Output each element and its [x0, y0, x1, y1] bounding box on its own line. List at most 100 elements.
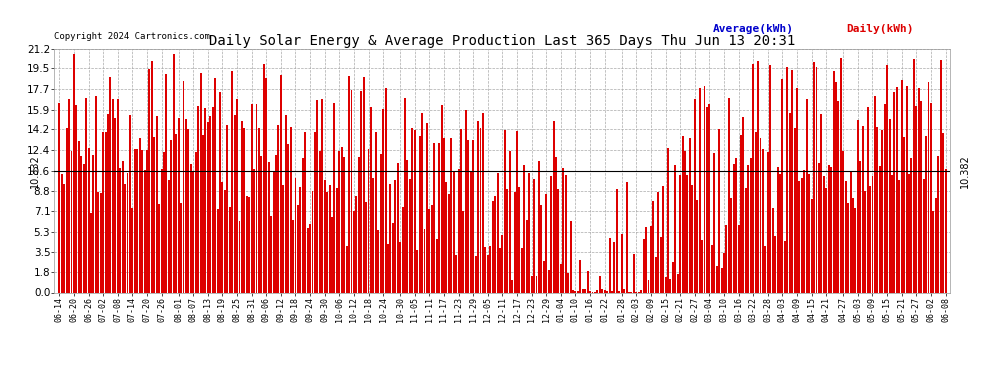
Bar: [831, 167, 832, 292]
Bar: [654, 257, 656, 292]
Bar: [65, 128, 67, 292]
Bar: [718, 129, 720, 292]
Bar: [811, 199, 813, 292]
Bar: [355, 196, 357, 292]
Bar: [494, 196, 496, 292]
Bar: [426, 123, 428, 292]
Bar: [68, 99, 70, 292]
Bar: [749, 158, 751, 292]
Bar: [470, 171, 472, 292]
Bar: [482, 112, 484, 292]
Bar: [299, 187, 301, 292]
Bar: [791, 70, 793, 292]
Bar: [741, 135, 742, 292]
Bar: [344, 157, 346, 292]
Bar: [816, 67, 818, 292]
Bar: [647, 280, 649, 292]
Bar: [587, 270, 589, 292]
Bar: [224, 190, 226, 292]
Bar: [241, 121, 243, 292]
Bar: [362, 77, 364, 292]
Bar: [95, 96, 97, 292]
Bar: [799, 181, 801, 292]
Bar: [329, 186, 331, 292]
Bar: [942, 133, 944, 292]
Bar: [596, 290, 598, 292]
Bar: [930, 104, 932, 292]
Bar: [881, 130, 883, 292]
Bar: [560, 264, 562, 292]
Bar: [246, 196, 248, 292]
Bar: [253, 168, 255, 292]
Bar: [248, 197, 250, 292]
Bar: [70, 150, 72, 292]
Bar: [260, 156, 262, 292]
Bar: [674, 165, 676, 292]
Bar: [452, 172, 454, 292]
Bar: [117, 99, 119, 292]
Bar: [377, 230, 379, 292]
Bar: [844, 181, 846, 292]
Bar: [776, 167, 778, 292]
Bar: [100, 193, 102, 292]
Bar: [589, 291, 591, 292]
Bar: [229, 207, 231, 292]
Bar: [769, 65, 771, 292]
Bar: [764, 246, 766, 292]
Bar: [142, 150, 144, 292]
Bar: [716, 266, 718, 292]
Bar: [502, 235, 503, 292]
Bar: [190, 164, 192, 292]
Bar: [455, 255, 457, 292]
Text: Copyright 2024 Cartronics.com: Copyright 2024 Cartronics.com: [54, 32, 210, 41]
Bar: [331, 217, 333, 292]
Bar: [160, 169, 162, 292]
Bar: [531, 276, 533, 292]
Bar: [901, 80, 903, 292]
Bar: [446, 182, 447, 292]
Bar: [214, 78, 216, 292]
Bar: [412, 128, 413, 292]
Bar: [112, 99, 114, 292]
Bar: [808, 174, 810, 292]
Bar: [357, 157, 359, 292]
Bar: [771, 208, 773, 292]
Bar: [524, 165, 526, 292]
Bar: [516, 131, 518, 292]
Bar: [165, 74, 167, 292]
Bar: [579, 260, 581, 292]
Bar: [543, 261, 545, 292]
Bar: [696, 200, 698, 292]
Bar: [146, 150, 148, 292]
Bar: [786, 67, 788, 292]
Bar: [574, 291, 576, 292]
Bar: [784, 242, 786, 292]
Bar: [577, 291, 579, 292]
Bar: [399, 242, 401, 292]
Bar: [852, 198, 854, 292]
Bar: [713, 153, 715, 292]
Bar: [148, 69, 150, 292]
Bar: [686, 175, 688, 292]
Bar: [250, 104, 252, 292]
Bar: [691, 186, 693, 292]
Bar: [168, 180, 170, 292]
Bar: [297, 205, 299, 292]
Bar: [107, 114, 109, 292]
Bar: [706, 107, 708, 292]
Bar: [509, 151, 511, 292]
Bar: [898, 180, 900, 292]
Bar: [232, 71, 234, 292]
Bar: [679, 175, 681, 292]
Bar: [122, 161, 124, 292]
Bar: [908, 174, 910, 292]
Bar: [767, 153, 769, 292]
Bar: [182, 81, 184, 292]
Bar: [441, 105, 443, 292]
Bar: [280, 75, 282, 292]
Bar: [144, 170, 146, 292]
Bar: [569, 221, 571, 292]
Bar: [434, 143, 436, 292]
Bar: [514, 192, 516, 292]
Bar: [940, 60, 941, 292]
